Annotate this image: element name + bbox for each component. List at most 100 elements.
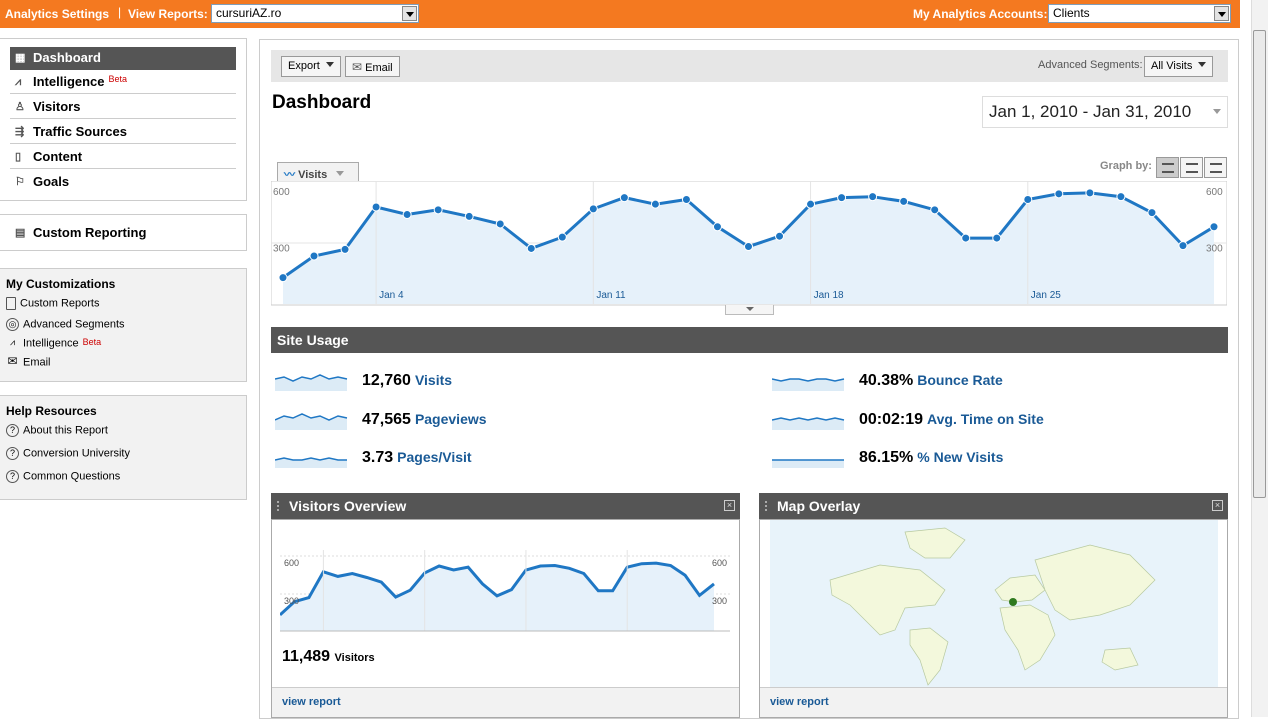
- dashboard-icon: ▦: [15, 52, 26, 64]
- world-map[interactable]: [770, 520, 1218, 687]
- view-reports-select[interactable]: cursuriAZ.ro: [211, 4, 419, 23]
- data-point[interactable]: [588, 204, 598, 214]
- date-range-picker[interactable]: Jan 1, 2010 - Jan 31, 2010: [982, 96, 1228, 128]
- y-tick-label: 300: [273, 244, 290, 255]
- data-point[interactable]: [1209, 222, 1219, 232]
- metric-tab-visits[interactable]: 〰 Visits: [277, 162, 359, 182]
- map-view-report-link[interactable]: view report: [760, 687, 1227, 717]
- nav-content[interactable]: ▯ Content: [10, 146, 236, 169]
- data-point[interactable]: [464, 211, 474, 221]
- metric-link[interactable]: Pages/Visit: [397, 449, 472, 465]
- data-point[interactable]: [961, 233, 971, 243]
- data-point[interactable]: [775, 231, 785, 241]
- y-tick-label: 300: [1206, 244, 1223, 255]
- graph-by-month-button[interactable]: [1204, 157, 1227, 178]
- nav-visitors[interactable]: ♙ Visitors: [10, 96, 236, 119]
- chart-line: [280, 561, 715, 617]
- visitors-view-report-link[interactable]: view report: [272, 687, 739, 717]
- close-icon[interactable]: ×: [1212, 500, 1223, 511]
- drag-handle-icon[interactable]: [765, 501, 771, 511]
- data-point[interactable]: [495, 219, 505, 229]
- envelope-icon: ✉: [352, 60, 363, 74]
- close-icon[interactable]: ×: [724, 500, 735, 511]
- drag-handle-icon[interactable]: [277, 501, 283, 511]
- intelligence-link[interactable]: ⩘ Intelligence Beta: [6, 337, 101, 350]
- sparkline: [772, 417, 845, 430]
- chevron-down-icon: [336, 170, 345, 180]
- customizations-box: My Customizations Custom Reports ◎ Advanc…: [0, 268, 247, 382]
- y-tick-label: 600: [273, 187, 290, 198]
- email-link[interactable]: ✉ Email: [7, 354, 51, 369]
- nav-dashboard[interactable]: ▦ Dashboard: [10, 47, 236, 70]
- line-chart-icon: 〰: [284, 169, 295, 181]
- data-point[interactable]: [712, 222, 722, 232]
- data-point[interactable]: [557, 232, 567, 242]
- custom-reports-link[interactable]: Custom Reports: [6, 297, 99, 310]
- data-point[interactable]: [402, 210, 412, 220]
- common-questions-link[interactable]: ? Common Questions: [6, 470, 120, 483]
- nav-traffic-sources[interactable]: ⇶ Traffic Sources: [10, 121, 236, 144]
- x-tick-label: Jan 25: [1031, 290, 1061, 301]
- data-point[interactable]: [806, 199, 816, 209]
- list-icon: [1162, 163, 1174, 173]
- y-tick-label: 600: [284, 558, 299, 568]
- about-report-link[interactable]: ? About this Report: [6, 424, 108, 437]
- metric-link[interactable]: Visits: [414, 372, 453, 388]
- help-icon: ?: [6, 447, 19, 460]
- page-icon: ▯: [15, 151, 22, 163]
- metric-link[interactable]: Pageviews: [414, 411, 487, 427]
- help-icon: ?: [6, 424, 19, 437]
- graph-by-label: Graph by:: [1100, 160, 1152, 172]
- data-point[interactable]: [1178, 241, 1188, 251]
- data-point[interactable]: [1085, 188, 1095, 198]
- data-point[interactable]: [930, 205, 940, 215]
- data-point[interactable]: [340, 244, 350, 254]
- data-point[interactable]: [1023, 194, 1033, 204]
- data-point[interactable]: [526, 243, 536, 253]
- data-point[interactable]: [681, 194, 691, 204]
- scrollbar-thumb[interactable]: [1253, 30, 1266, 498]
- help-box: Help Resources ? About this Report ? Conve…: [0, 395, 247, 500]
- metric-link[interactable]: Avg. Time on Site: [927, 411, 1044, 427]
- chevron-down-icon: [1214, 6, 1229, 21]
- data-point[interactable]: [433, 205, 443, 215]
- sparkline: [275, 374, 348, 391]
- data-point[interactable]: [371, 202, 381, 212]
- chevron-down-icon: [325, 61, 334, 71]
- x-tick-label: Jan 11: [596, 290, 626, 301]
- data-point[interactable]: [868, 192, 878, 202]
- graph-by-week-button[interactable]: [1180, 157, 1203, 178]
- metric-link[interactable]: % New Visits: [917, 449, 1004, 465]
- data-point[interactable]: [309, 251, 319, 261]
- collapse-chart-handle[interactable]: [725, 305, 774, 315]
- data-point[interactable]: [619, 193, 629, 203]
- export-button[interactable]: Export: [281, 56, 341, 77]
- segments-select[interactable]: All Visits: [1144, 56, 1214, 77]
- accounts-select[interactable]: Clients: [1048, 4, 1231, 23]
- graph-by-day-button[interactable]: [1156, 157, 1179, 178]
- data-point[interactable]: [1147, 208, 1157, 218]
- data-point[interactable]: [1054, 189, 1064, 199]
- nav-goals[interactable]: ⚐ Goals: [15, 174, 70, 189]
- data-point[interactable]: [992, 233, 1002, 243]
- data-point[interactable]: [744, 242, 753, 252]
- usage-metric: 3.73 Pages/Visit: [362, 449, 472, 466]
- email-button[interactable]: ✉ Email: [345, 56, 400, 77]
- visitors-count: 11,489 Visitors: [282, 648, 375, 665]
- location-marker[interactable]: [1009, 598, 1017, 606]
- top-bar: Analytics Settings | View Reports: cursu…: [0, 0, 1240, 28]
- y-tick-label: 300: [284, 596, 299, 606]
- segments-label: Advanced Segments:: [1038, 59, 1143, 71]
- data-point[interactable]: [1116, 192, 1126, 202]
- data-point[interactable]: [650, 199, 660, 209]
- nav-custom-reporting[interactable]: ▤ Custom Reporting: [15, 225, 147, 240]
- data-point[interactable]: [278, 273, 288, 283]
- advanced-segments-link[interactable]: ◎ Advanced Segments: [6, 318, 125, 331]
- metric-link[interactable]: Bounce Rate: [917, 372, 1003, 388]
- analytics-settings-link[interactable]: Analytics Settings: [5, 7, 110, 21]
- nav-intelligence[interactable]: ⩘ Intelligence Beta: [10, 71, 236, 94]
- conversion-university-link[interactable]: ? Conversion University: [6, 447, 130, 460]
- chevron-down-icon: [402, 6, 417, 21]
- data-point[interactable]: [899, 196, 909, 206]
- data-point[interactable]: [837, 193, 847, 203]
